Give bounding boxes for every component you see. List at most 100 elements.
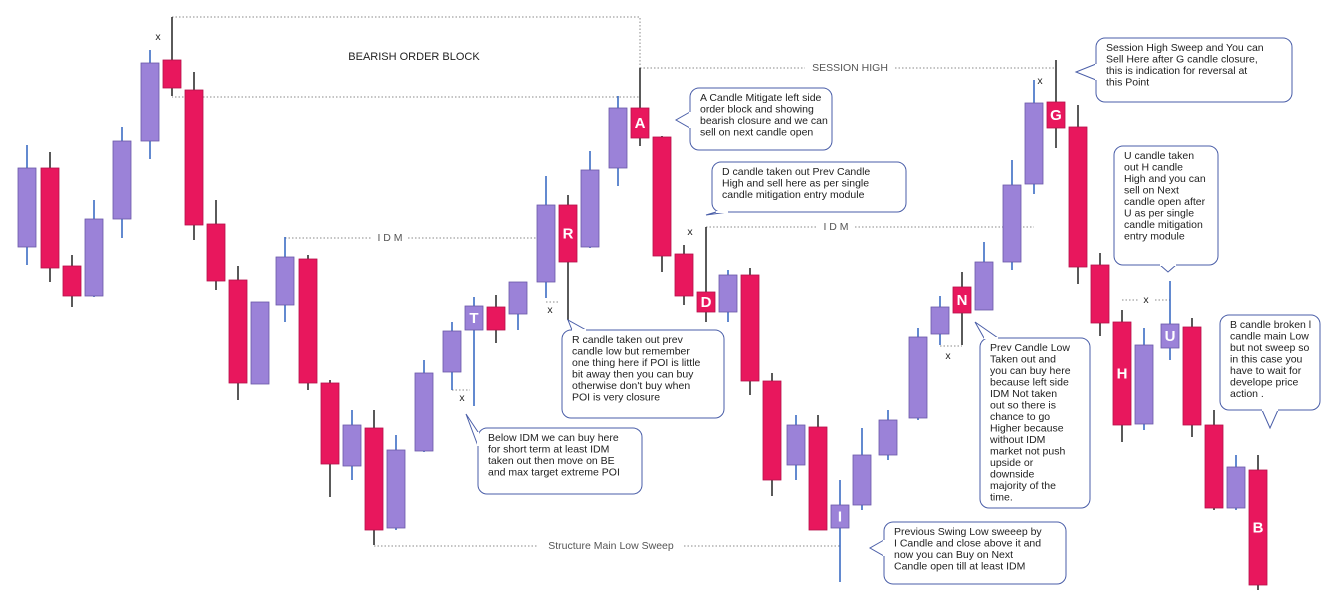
note-pointer: [974, 321, 1000, 339]
note-pointer: [1074, 63, 1097, 81]
candle-body: [298, 258, 318, 384]
candle-body: [112, 140, 132, 220]
note-box: [979, 337, 1091, 509]
candle-letter: U: [1165, 328, 1176, 345]
note-text: candle mitigation entry module: [722, 189, 865, 201]
note-text: because left side: [990, 376, 1069, 388]
candle-body: [228, 279, 248, 384]
candle-body: [140, 62, 160, 142]
candle-body: [386, 449, 406, 529]
note-text: sell on Next: [1124, 184, 1179, 196]
candle-letter: A: [635, 115, 646, 132]
candle-letter: N: [957, 292, 968, 309]
candle-body: [364, 427, 384, 531]
note-text: action .: [1230, 388, 1264, 400]
note-text: High and sell here as per single: [722, 177, 869, 189]
candle-body: [740, 274, 760, 382]
candle-body: [184, 89, 204, 226]
note-text: Taken out and: [990, 353, 1056, 365]
note-text: bit away then you can buy: [572, 368, 694, 380]
candle-body: [1046, 101, 1066, 129]
candle-body: [852, 454, 872, 506]
candle-body: [1160, 323, 1180, 349]
order-block-outline: [172, 16, 641, 98]
sweep-marker: x: [459, 392, 465, 404]
candle-body: [718, 274, 738, 313]
idm-label: I D M: [377, 232, 402, 244]
candle-letter: B: [1253, 519, 1264, 536]
candle-body: [508, 281, 528, 315]
note-text: out so there is: [990, 399, 1056, 411]
sweep-marker: x: [155, 31, 161, 43]
note-pointer: [567, 318, 588, 331]
candle-body: [250, 301, 270, 385]
note-text: have to wait for: [1230, 365, 1302, 377]
note-text: Sell Here after G candle closure,: [1106, 53, 1258, 65]
note-text: chance to go: [990, 411, 1050, 423]
note-text: Candle open till at least IDM: [894, 560, 1025, 572]
note-text: and max target extreme POI: [488, 466, 620, 478]
note-text: upside or: [990, 457, 1034, 469]
session-high-label: SESSION HIGH: [812, 62, 888, 74]
note-box: [711, 161, 907, 213]
note-text: but not sweep so: [1230, 342, 1310, 354]
candle-body: [486, 306, 506, 331]
candle-letter: R: [563, 225, 574, 242]
order-block-title: BEARISH ORDER BLOCK: [348, 51, 480, 63]
note-text: High and you can: [1124, 173, 1206, 185]
candle-body: [558, 204, 578, 263]
candle-body: [696, 291, 716, 313]
note-text: candle low but remember: [572, 345, 690, 357]
note-box: [561, 329, 725, 419]
note-text: one thing here if POI is little: [572, 357, 701, 369]
sweep-marker: x: [687, 226, 693, 238]
note-text: for short term at least IDM: [488, 443, 609, 455]
sweep-marker: x: [547, 304, 553, 316]
note-text: time.: [990, 491, 1013, 503]
candle-body: [830, 504, 850, 529]
note-pointer: [465, 413, 479, 447]
note-box: [477, 427, 643, 495]
candle-body: [62, 265, 82, 297]
candle-letter: H: [1117, 365, 1128, 382]
note-text: downside: [990, 468, 1035, 480]
candle-body: [1248, 469, 1268, 586]
candle-body: [786, 424, 806, 466]
note-text: develope price: [1230, 376, 1298, 388]
note-text: candle main Low: [1230, 330, 1309, 342]
candle-letter: T: [469, 310, 478, 327]
candle-body: [952, 286, 972, 314]
candle-body: [1204, 424, 1224, 509]
candle-body: [930, 306, 950, 335]
note-pointer: [1158, 264, 1178, 273]
candle-body: [908, 336, 928, 419]
candle-body: [608, 107, 628, 169]
candle-body: [320, 382, 340, 465]
candle-body: [630, 107, 650, 139]
candle-body: [17, 167, 37, 248]
candle-body: [162, 59, 182, 89]
candle-body: [442, 330, 462, 373]
note-text: you can buy here: [990, 365, 1071, 377]
note-text: this Point: [1106, 76, 1149, 88]
candle-body: [878, 419, 898, 456]
guide-lines: [172, 16, 1170, 547]
candle-body: [414, 372, 434, 452]
note-text: now you can Buy on Next: [894, 549, 1013, 561]
note-text: Higher because: [990, 422, 1064, 434]
sweep-marker: x: [1143, 294, 1149, 306]
sweep-marker: x: [1037, 75, 1043, 87]
note-text: bearish closure and we can: [700, 115, 828, 127]
note-text: Previous Swing Low sweeep by: [894, 526, 1042, 538]
note-text: D candle taken out Prev Candle: [722, 166, 870, 178]
note-text: POI is very closure: [572, 391, 660, 403]
note-text: candle open after: [1124, 196, 1206, 208]
sweep-marker: x: [945, 350, 951, 362]
candle-body: [1068, 126, 1088, 268]
note-text: this is indication for reversal at: [1106, 65, 1247, 77]
candle-body: [1134, 344, 1154, 425]
candle-letter: I: [838, 508, 842, 525]
candle-body: [1182, 326, 1202, 426]
candle-body: [1090, 264, 1110, 324]
